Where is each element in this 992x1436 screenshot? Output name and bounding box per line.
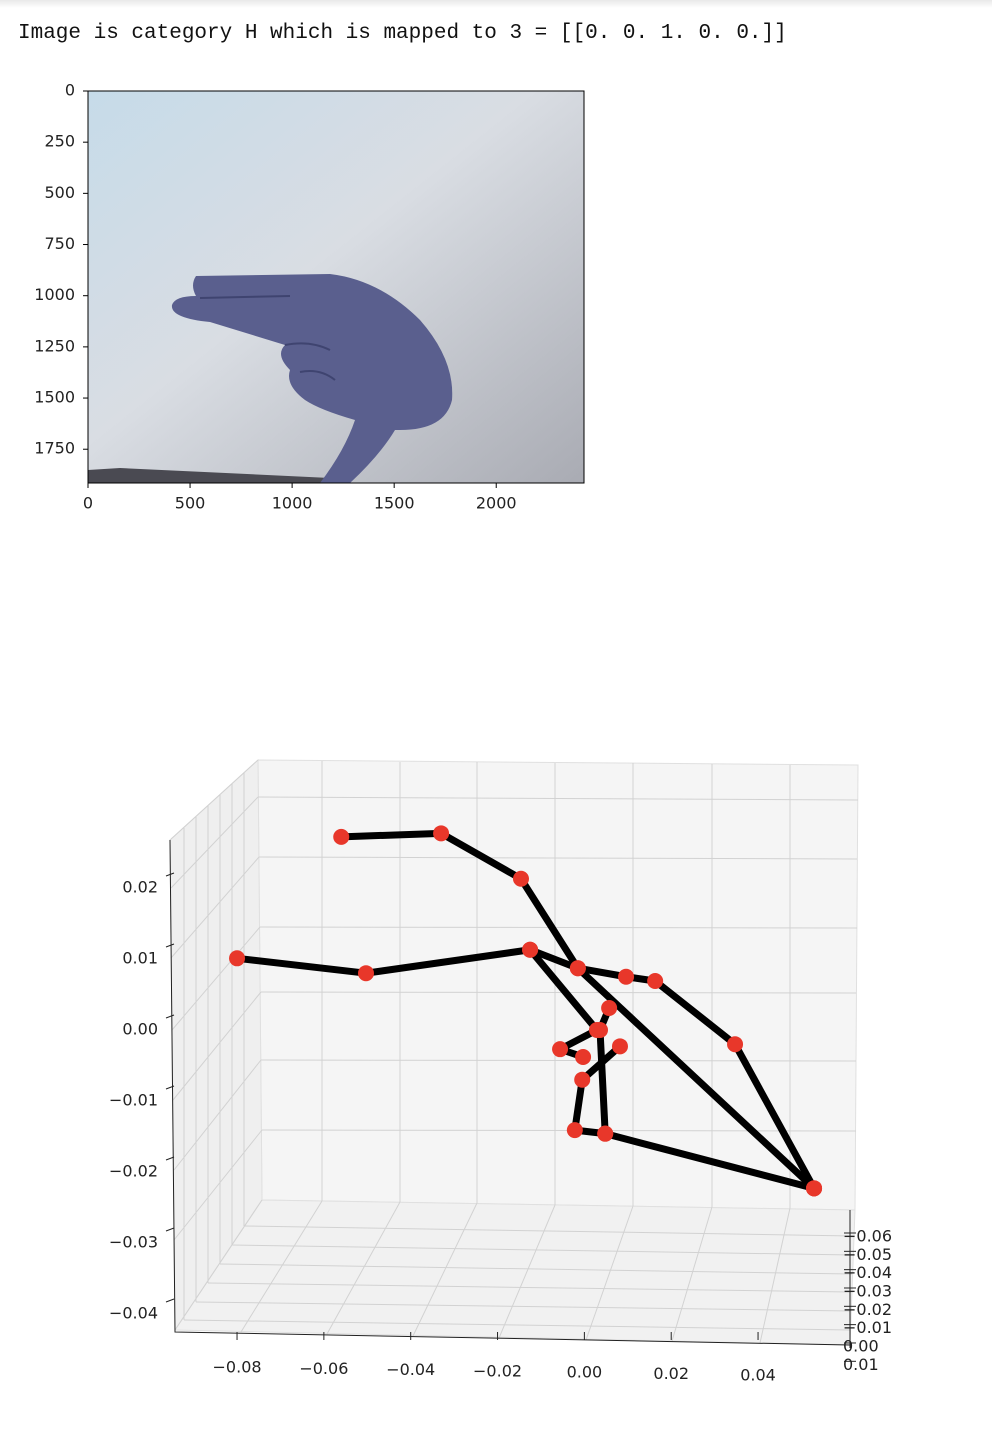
landmark xyxy=(575,1048,592,1065)
panes xyxy=(169,758,859,1348)
landmark xyxy=(229,950,246,967)
x-tick-label: −0.06 xyxy=(299,1359,348,1378)
y-tick-label: 1000 xyxy=(34,285,75,304)
x-tick-label: 0.00 xyxy=(567,1363,603,1382)
y-tick-label: −0.01 xyxy=(109,1091,158,1110)
y-tick-label: −0.02 xyxy=(109,1162,158,1181)
landmark xyxy=(574,1071,591,1088)
y-tick-label: 1750 xyxy=(34,439,75,458)
landmark xyxy=(601,999,618,1016)
y-tick xyxy=(165,1298,175,1303)
y-tick-label: −0.03 xyxy=(109,1233,158,1252)
y-tick-label: 750 xyxy=(44,234,75,253)
z-tick-label: −0.03 xyxy=(843,1281,892,1300)
landmark xyxy=(611,1038,628,1055)
z-tick-label: −0.06 xyxy=(843,1227,892,1246)
skeleton-line xyxy=(527,947,601,1061)
z-tick-label: −0.05 xyxy=(843,1245,892,1264)
y-tick-label: −0.04 xyxy=(109,1304,158,1323)
z-tick-label: −0.04 xyxy=(843,1263,892,1282)
z-tick-label: −0.02 xyxy=(843,1300,892,1319)
landmark xyxy=(512,870,529,887)
x-tick-label: 2000 xyxy=(476,494,517,513)
landmark xyxy=(618,968,635,985)
landmark xyxy=(806,1180,823,1197)
skeleton-line xyxy=(236,946,818,1191)
landmark xyxy=(569,960,586,977)
x-tick-label: 500 xyxy=(175,494,206,513)
y-tick-label: 250 xyxy=(44,132,75,151)
x-tick-label: 1000 xyxy=(272,494,313,513)
y-tick xyxy=(165,1014,175,1019)
landmark xyxy=(597,1125,614,1142)
x-tick-label: 1500 xyxy=(374,494,415,513)
y-tick-label: 0 xyxy=(65,81,75,100)
x-tick-label: −0.02 xyxy=(473,1361,522,1380)
landmark xyxy=(727,1036,744,1053)
z-tick-label: 0.01 xyxy=(843,1355,879,1374)
landmark xyxy=(566,1122,583,1139)
y-tick-label: 0.01 xyxy=(122,949,158,968)
landmark xyxy=(647,973,664,990)
output-text: Image is category H which is mapped to 3… xyxy=(18,22,787,45)
y-tick-label: 0.00 xyxy=(122,1020,158,1039)
landmark xyxy=(333,828,350,845)
photo xyxy=(88,91,584,483)
z-tick-label: 0.00 xyxy=(843,1336,879,1355)
x-tick-label: −0.08 xyxy=(213,1358,262,1377)
x-tick-label: 0.04 xyxy=(740,1365,776,1384)
y-tick-label: 500 xyxy=(44,183,75,202)
y-tick-label: 1250 xyxy=(34,336,75,355)
y-tick xyxy=(165,943,175,948)
landmark xyxy=(433,825,450,842)
cell-border xyxy=(0,0,992,8)
y-tick-label: 0.02 xyxy=(122,878,158,897)
image-frame xyxy=(87,90,585,484)
landmark xyxy=(552,1041,569,1058)
x-tick-label: 0.02 xyxy=(653,1364,689,1383)
z-tick-label: −0.01 xyxy=(843,1318,892,1337)
landmark xyxy=(357,965,374,982)
y-tick xyxy=(165,1085,175,1090)
x-tick-label: −0.04 xyxy=(386,1360,435,1379)
y-tick xyxy=(165,1227,175,1232)
y-tick-label: 1500 xyxy=(34,388,75,407)
landmark xyxy=(588,1022,605,1038)
x-tick-label: 0 xyxy=(83,494,93,513)
y-tick xyxy=(165,1156,175,1161)
y-tick xyxy=(165,872,175,877)
landmark xyxy=(522,941,539,958)
